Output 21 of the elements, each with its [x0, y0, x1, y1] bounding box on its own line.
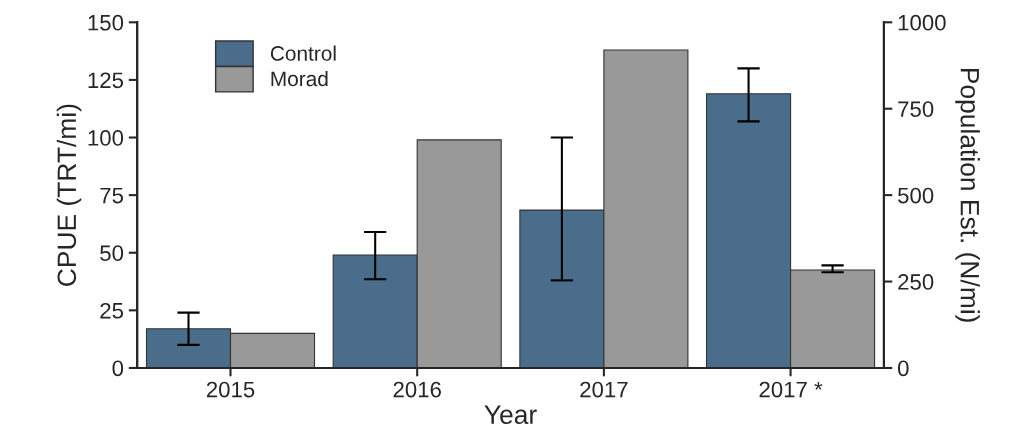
legend-label: Morad: [271, 70, 328, 87]
x-tick-label: 2016: [393, 381, 441, 398]
y-tick-label: 125: [88, 72, 124, 89]
y2-tick-label: 250: [898, 274, 934, 290]
y2-tick-label: 0: [897, 360, 909, 377]
y2-tick-label: 1000: [898, 14, 946, 31]
x-axis-title: Year: [484, 405, 537, 425]
x-tick-label: 2015: [206, 381, 255, 398]
y2-tick-label: 500: [898, 187, 934, 204]
x-tick-label: 2017: [580, 381, 628, 398]
y-tick-label: 150: [88, 14, 124, 31]
y-axis-title: CPUE (TRT/mi): [56, 104, 82, 286]
y-tick-label: 50: [100, 245, 124, 261]
y-tick-label: 25: [100, 302, 124, 319]
y2-axis-title: Population Est. (N/mi): [955, 68, 980, 322]
x-tick-label: 2017 *: [759, 381, 823, 398]
y-tick-label: 0: [112, 360, 124, 377]
y-tick-label: 100: [88, 130, 124, 146]
legend-label: Control: [270, 45, 336, 61]
y-tick-label: 75: [100, 187, 124, 204]
y2-tick-label: 750: [898, 101, 934, 117]
